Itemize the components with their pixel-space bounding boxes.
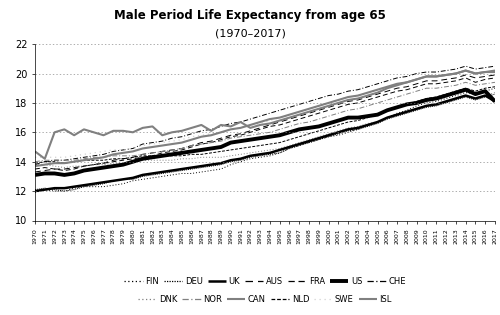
Text: Male Period Life Expectancy from age 65: Male Period Life Expectancy from age 65 <box>114 9 386 22</box>
Legend: DNK, NOR, CAN, NLD, SWE, ISL: DNK, NOR, CAN, NLD, SWE, ISL <box>134 292 396 307</box>
Text: (1970–2017): (1970–2017) <box>214 28 286 38</box>
